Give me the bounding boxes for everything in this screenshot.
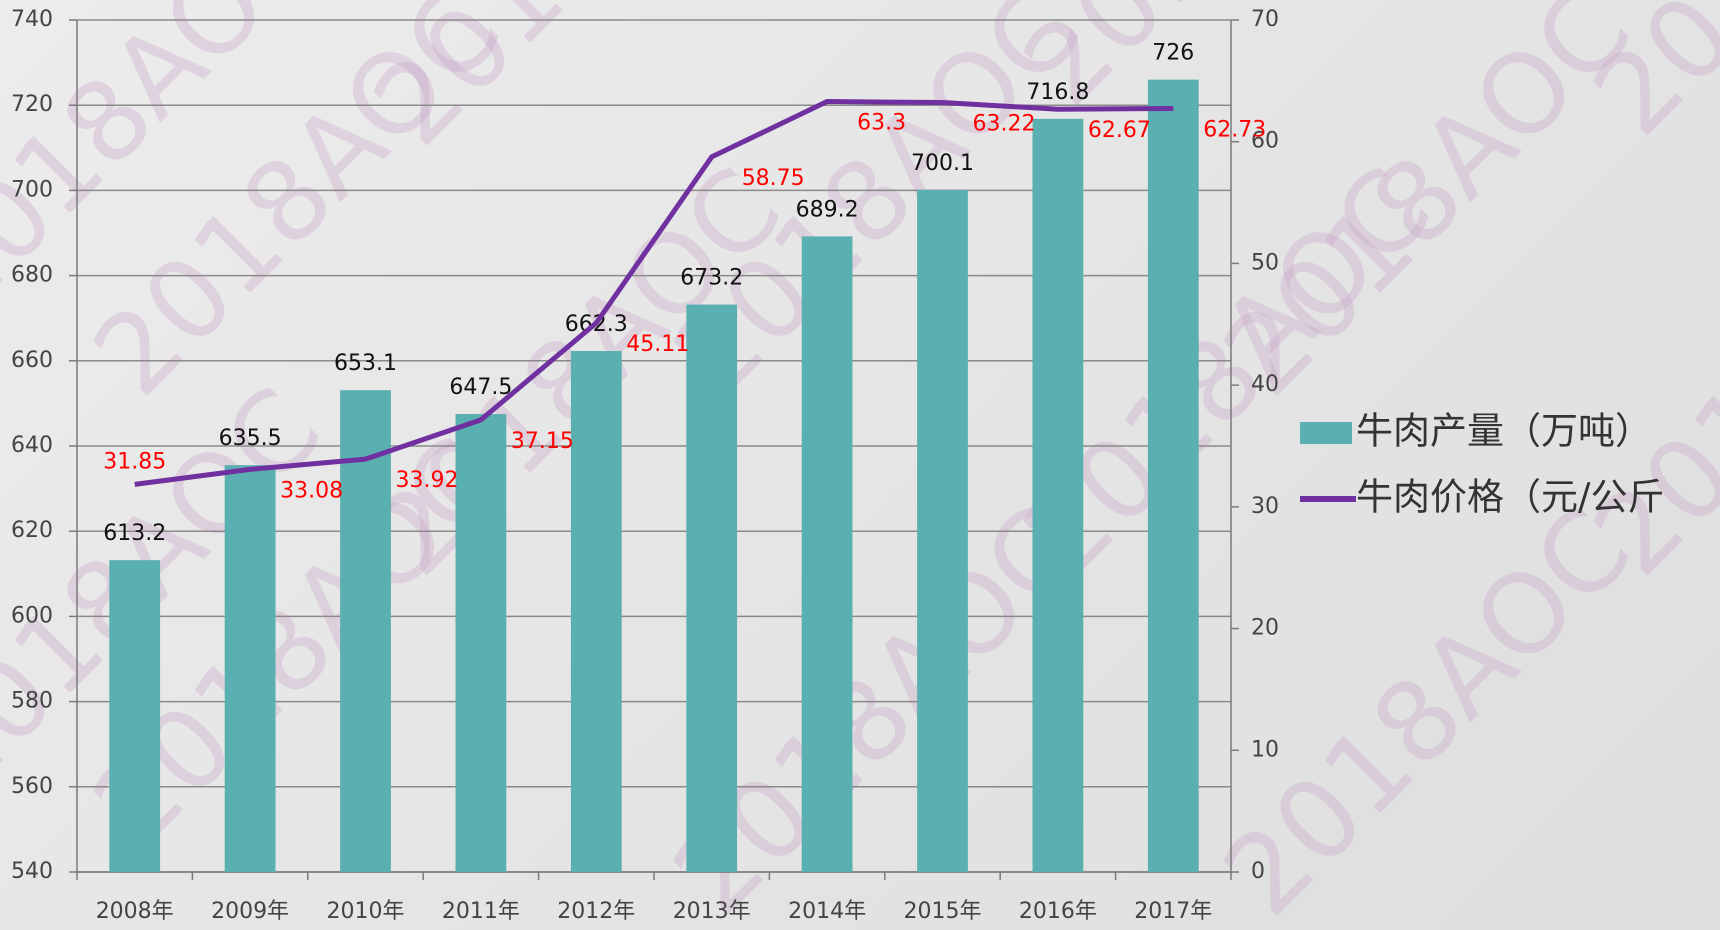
x-tick-label: 2016年 [1019,899,1097,924]
line [134,99,1174,487]
bar-value-label: 647.5 [449,375,512,400]
line-value-label: 58.75 [742,166,805,191]
y-tick-label: 680 [11,263,53,288]
bar [455,414,507,872]
legend-label: 牛肉产量（万吨） [1356,410,1652,453]
y2-tick-label: 10 [1251,737,1279,762]
line-value-label: 37.15 [511,429,574,454]
watermark: 2018AOC [1199,0,1655,420]
y2-tick-label: 60 [1251,129,1279,154]
y2-tick-label: 30 [1251,494,1279,519]
x-tick-label: 2014年 [788,899,866,924]
line-value-label: 33.08 [280,478,343,503]
x-tick-label: 2010年 [327,899,405,924]
y2-tick-label: 20 [1251,616,1279,641]
x-tick-label: 2012年 [557,899,635,924]
y2-tick-label: 40 [1251,372,1279,397]
bar-value-label: 653.1 [334,351,397,376]
x-tick-label: 2017年 [1134,899,1212,924]
x-tick-label: 2013年 [673,899,751,924]
legend-label: 牛肉价格（元/公斤 [1356,476,1664,519]
y-tick-label: 640 [11,433,53,458]
watermark: 2018AOC [1199,484,1655,930]
line-value-label: 62.73 [1203,117,1266,142]
bar [917,189,968,872]
x-tick-label: 2011年 [442,899,520,924]
y-tick-label: 580 [11,689,53,714]
bar-value-label: 613.2 [103,521,166,546]
bar-value-label: 726 [1152,41,1194,66]
legend-swatch [1300,422,1352,444]
y-tick-label: 620 [11,518,53,543]
bar-value-label: 635.5 [219,426,282,451]
bar [686,304,738,872]
bar [801,236,853,872]
line-value-label: 62.67 [1088,118,1151,143]
y2-tick-label: 50 [1251,250,1279,275]
y2-tick-label: 70 [1251,7,1279,32]
x-tick-label: 2009年 [211,899,289,924]
y-tick-label: 540 [11,859,53,884]
bar [224,465,276,872]
y-tick-label: 600 [11,603,53,628]
line-value-label: 63.3 [857,111,906,136]
y-tick-label: 740 [11,7,53,32]
line-value-label: 31.85 [103,449,166,474]
bar [1147,79,1199,872]
line-value-label: 33.92 [396,468,459,493]
y-tick-label: 660 [11,348,53,373]
bar [340,390,391,872]
line-value-label: 45.11 [626,332,689,357]
bar [1032,118,1084,872]
y2-tick-label: 0 [1251,859,1265,884]
y-tick-label: 720 [11,92,53,117]
bar-value-label: 689.2 [796,197,859,222]
y-tick-label: 700 [11,177,53,202]
x-tick-label: 2008年 [96,899,174,924]
bar [570,351,622,872]
bar-value-label: 700.1 [911,151,974,176]
bar-value-label: 716.8 [1026,80,1089,105]
line-value-label: 63.22 [973,112,1036,137]
bar [109,560,161,872]
x-tick-label: 2015年 [904,899,982,924]
y-tick-label: 560 [11,774,53,799]
bar-value-label: 673.2 [680,266,743,291]
